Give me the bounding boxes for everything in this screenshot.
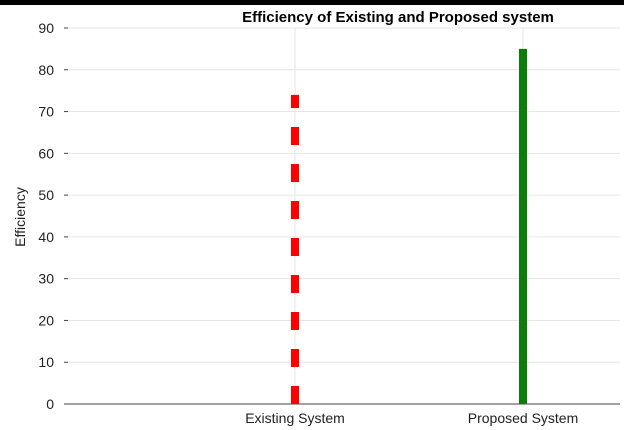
y-tick-label: 10 xyxy=(38,354,54,370)
y-tick-label: 60 xyxy=(38,145,54,161)
y-tick-label: 0 xyxy=(46,396,54,412)
y-tick-labels: 0 10 20 30 40 50 60 70 80 90 xyxy=(38,20,54,412)
y-tick-label: 30 xyxy=(38,271,54,287)
top-border xyxy=(0,0,624,5)
y-tick-label: 70 xyxy=(38,104,54,120)
y-axis-title: Efficiency xyxy=(12,187,28,247)
chart-title: Efficiency of Existing and Proposed syst… xyxy=(242,9,554,26)
x-tick-labels: Existing System Proposed System xyxy=(245,410,578,426)
y-tick-label: 50 xyxy=(38,187,54,203)
x-tick-label: Existing System xyxy=(245,410,345,426)
x-tick-label: Proposed System xyxy=(468,410,579,426)
bars xyxy=(291,48,527,404)
y-tick-label: 20 xyxy=(38,312,54,328)
y-tick-label: 40 xyxy=(38,229,54,245)
y-tick-label: 90 xyxy=(38,20,54,36)
grid xyxy=(64,27,620,405)
y-tick-label: 80 xyxy=(38,62,54,78)
